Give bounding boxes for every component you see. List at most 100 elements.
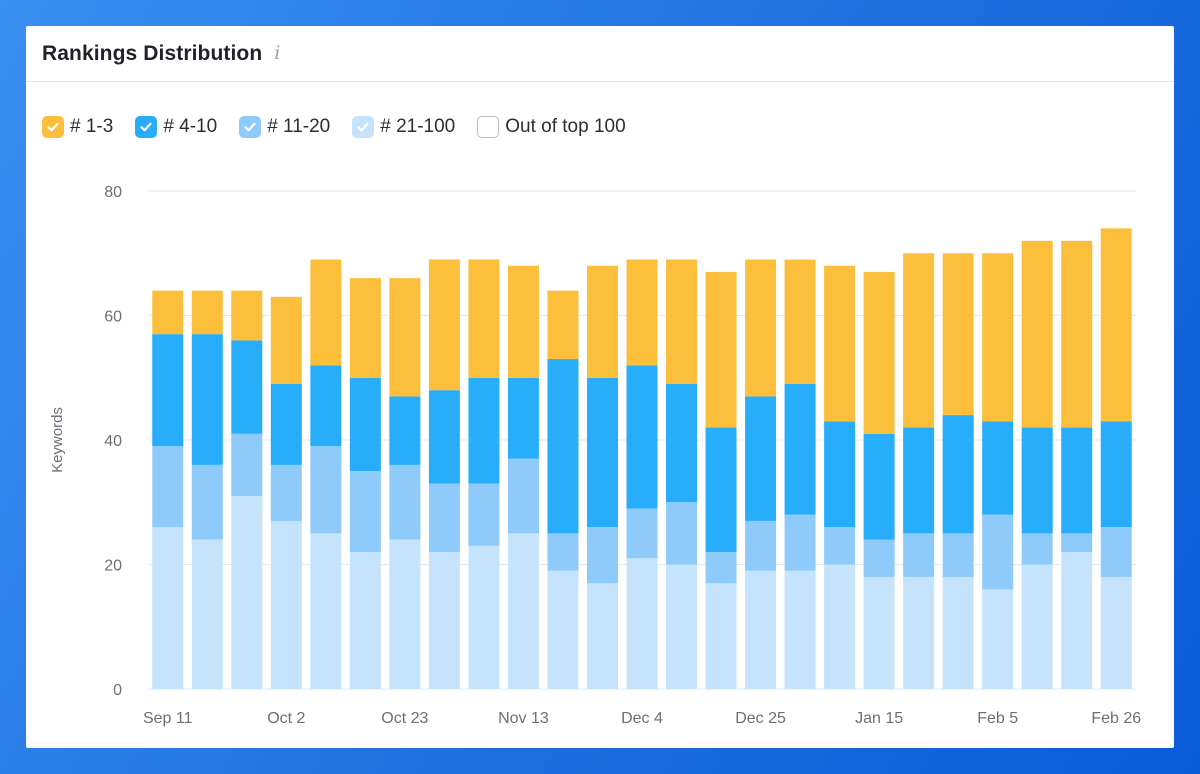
bar-segment[interactable] [626,558,658,689]
bar-segment[interactable] [1061,533,1093,553]
bar-segment[interactable] [626,365,658,509]
bar-segment[interactable] [507,458,539,534]
bar-segment[interactable] [1061,240,1093,428]
legend-item-11-20[interactable]: # 11-20 [239,116,330,138]
bar-segment[interactable] [982,514,1014,590]
bar-segment[interactable] [152,527,184,689]
bar-segment[interactable] [270,383,302,465]
bar-segment[interactable] [666,259,698,384]
bar-segment[interactable] [349,278,381,378]
bar-segment[interactable] [903,576,935,689]
bar-segment[interactable] [389,396,421,465]
bar-segment[interactable] [626,259,658,366]
bar-segment[interactable] [1021,427,1053,534]
legend-item-1-3[interactable]: # 1-3 [42,116,113,138]
bar-segment[interactable] [942,253,974,416]
bar-segment[interactable] [705,427,737,553]
bar-segment[interactable] [626,508,658,559]
bar-segment[interactable] [547,533,579,571]
bar-segment[interactable] [863,539,895,577]
bar-segment[interactable] [270,520,302,689]
bar-segment[interactable] [745,570,777,689]
bar-segment[interactable] [547,359,579,534]
bar-segment[interactable] [468,377,500,484]
bar-segment[interactable] [745,259,777,397]
bar-segment[interactable] [666,502,698,565]
bar-segment[interactable] [231,290,263,341]
bar-segment[interactable] [903,253,935,428]
bar-segment[interactable] [903,533,935,577]
checkbox-icon[interactable] [352,116,375,138]
bar-segment[interactable] [903,427,935,534]
bar-segment[interactable] [824,527,856,565]
bar-segment[interactable] [310,259,342,366]
bar-segment[interactable] [547,570,579,689]
bar-segment[interactable] [310,446,342,534]
bar-segment[interactable] [745,520,777,571]
bar-segment[interactable] [389,464,421,540]
bar-segment[interactable] [231,340,263,434]
bar-segment[interactable] [982,253,1014,422]
bar-segment[interactable] [784,570,816,689]
bar-segment[interactable] [1100,576,1132,689]
legend-item-21-100[interactable]: # 21-100 [352,116,455,138]
bar-segment[interactable] [428,390,460,484]
checkbox-icon[interactable] [42,116,64,138]
bar-segment[interactable] [784,259,816,384]
bar-segment[interactable] [152,334,184,447]
legend-item-4-10[interactable]: # 4-10 [135,116,217,138]
checkbox-icon[interactable] [135,116,158,138]
bar-segment[interactable] [586,527,618,584]
bar-segment[interactable] [191,464,223,540]
bar-segment[interactable] [468,545,500,689]
bar-segment[interactable] [1021,564,1053,690]
bar-segment[interactable] [152,446,184,528]
bar-segment[interactable] [666,383,698,503]
bar-segment[interactable] [270,296,302,384]
bar-segment[interactable] [389,278,421,397]
bar-segment[interactable] [982,421,1014,515]
bar-segment[interactable] [349,552,381,689]
bar-segment[interactable] [428,552,460,689]
bar-segment[interactable] [191,290,223,335]
bar-segment[interactable] [191,539,223,689]
bar-segment[interactable] [231,433,263,497]
bar-segment[interactable] [982,589,1014,689]
bar-segment[interactable] [507,377,539,459]
bar-segment[interactable] [191,334,223,465]
bar-segment[interactable] [428,259,460,391]
bar-segment[interactable] [824,265,856,422]
bar-segment[interactable] [428,483,460,553]
bar-segment[interactable] [586,377,618,528]
bar-segment[interactable] [389,539,421,689]
bar-segment[interactable] [1100,527,1132,577]
bar-segment[interactable] [824,564,856,690]
bar-segment[interactable] [942,415,974,534]
bar-segment[interactable] [666,564,698,690]
bar-segment[interactable] [824,421,856,528]
info-icon[interactable]: i [274,42,281,64]
bar-segment[interactable] [507,533,539,689]
bar-segment[interactable] [745,396,777,521]
bar-segment[interactable] [705,583,737,689]
bar-segment[interactable] [507,265,539,378]
bar-segment[interactable] [586,265,618,378]
bar-segment[interactable] [863,576,895,689]
bar-segment[interactable] [586,583,618,689]
bar-segment[interactable] [547,290,579,360]
bar-segment[interactable] [784,383,816,515]
bar-segment[interactable] [468,483,500,546]
bar-segment[interactable] [310,365,342,447]
legend-item-out-of-top-100[interactable]: Out of top 100 [477,116,626,138]
bar-segment[interactable] [1100,228,1132,422]
checkbox-icon[interactable] [239,116,262,138]
bar-segment[interactable] [705,271,737,428]
bar-segment[interactable] [349,471,381,553]
bar-segment[interactable] [1061,427,1093,534]
bar-segment[interactable] [349,377,381,472]
bar-segment[interactable] [468,259,500,378]
bar-segment[interactable] [1021,240,1053,428]
bar-segment[interactable] [231,496,263,689]
bar-segment[interactable] [942,576,974,689]
bar-segment[interactable] [270,464,302,521]
